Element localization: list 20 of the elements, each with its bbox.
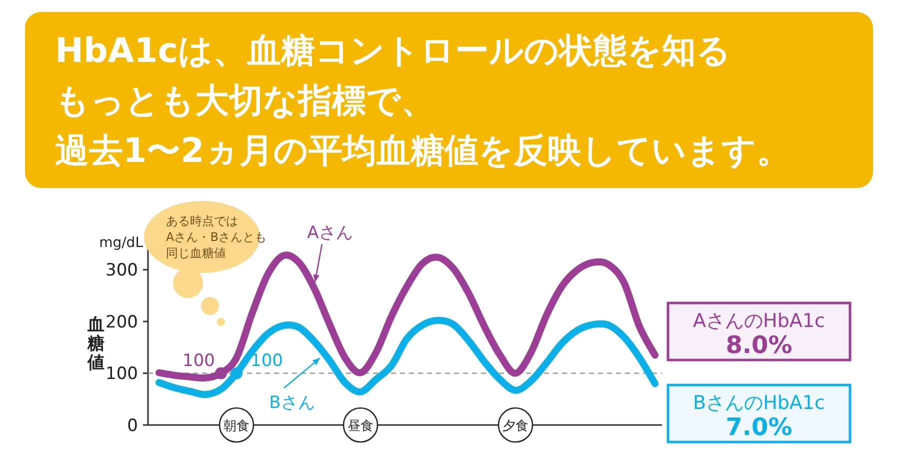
x-tick-label: 朝食 (224, 419, 250, 434)
legend-label: Bさん (269, 393, 315, 413)
text: 7.0% (726, 413, 792, 441)
text: 8.0% (726, 331, 792, 359)
text: BさんのHbA1c (693, 392, 825, 414)
data-label: 100 (250, 351, 283, 372)
x-tick-label: 夕食 (502, 419, 528, 434)
x-tick-label: 昼食 (348, 419, 374, 434)
text: AさんのHbA1c (693, 310, 825, 332)
text: mg/dL (99, 235, 144, 251)
chart-title: HbA1cは、血糖コントロールの状態を知るもっとも大切な指標で、 (55, 31, 731, 121)
y-tick-label: 200 (106, 312, 138, 332)
chart-subtitle: 過去1〜2ヵ月の平均血糖値を反映しています。 (55, 131, 790, 171)
y-tick-label: 300 (106, 260, 138, 281)
y-tick-label: 0 (127, 416, 138, 436)
series-label: Aさん (307, 223, 353, 243)
annotation: ある時点ではAさん・Bさんとも同じ血糖値 (166, 214, 266, 260)
y-tick-label: 100 (106, 364, 138, 384)
data-label: 100 (182, 351, 215, 372)
y-axis-title: 血糖値 (86, 315, 104, 373)
